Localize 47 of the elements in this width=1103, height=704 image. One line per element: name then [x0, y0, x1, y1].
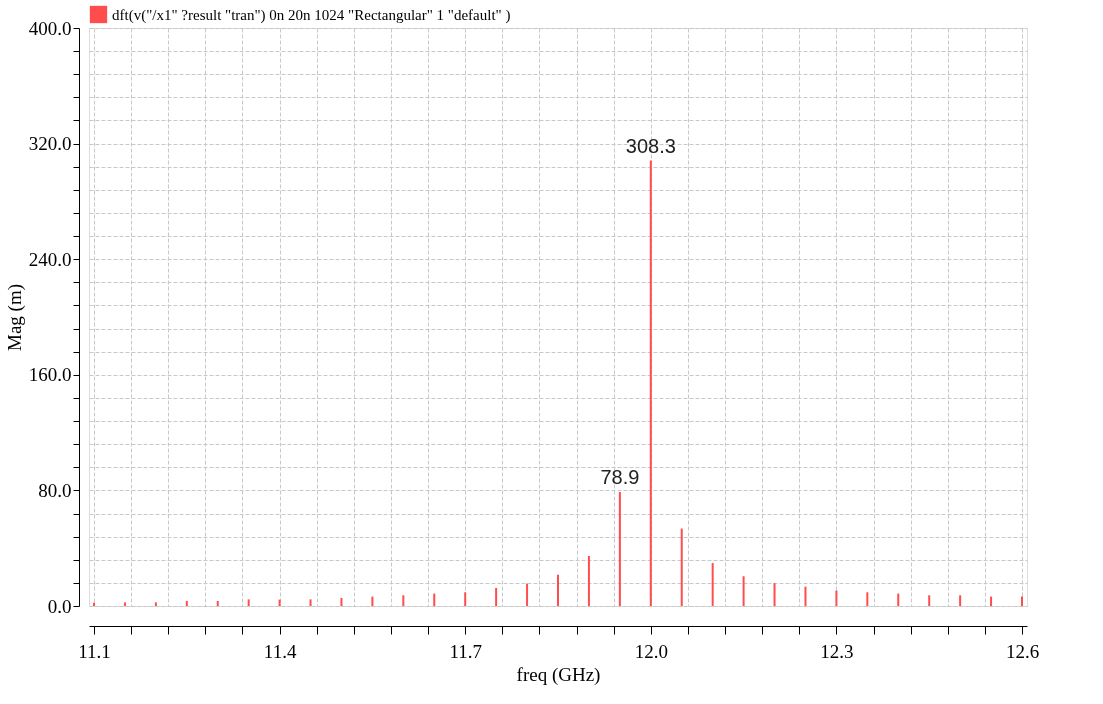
- bar: [866, 592, 869, 606]
- bar: [773, 583, 776, 606]
- bar: [247, 599, 250, 606]
- bar: [897, 593, 900, 606]
- bar: [526, 583, 529, 606]
- bar: [680, 528, 683, 606]
- x-axis-title: freq (GHz): [516, 663, 601, 686]
- bar: [216, 600, 219, 606]
- bar: [835, 590, 838, 606]
- data-label: 308.3: [625, 134, 676, 157]
- bar: [990, 596, 993, 606]
- bar: [618, 491, 621, 606]
- bar: [711, 563, 714, 606]
- bar: [309, 599, 312, 606]
- y-tick-label: 80.0: [38, 479, 72, 501]
- x-tick-label: 12.3: [820, 640, 854, 662]
- bar: [464, 592, 467, 606]
- data-label: 78.9: [600, 465, 640, 488]
- bar: [154, 602, 157, 606]
- bar: [371, 596, 374, 606]
- y-axis-title: Mag (m): [3, 283, 26, 352]
- x-tick-label: 11.4: [263, 640, 297, 662]
- x-tick-label: 12.0: [634, 640, 668, 662]
- y-tick-label: 0.0: [47, 595, 72, 617]
- y-tick-label: 400.0: [28, 17, 72, 39]
- bar: [557, 574, 559, 606]
- bar: [402, 595, 405, 606]
- bar: [804, 586, 807, 606]
- bar: [649, 160, 652, 606]
- y-tick-label: 240.0: [28, 248, 72, 270]
- x-tick-label: 11.7: [449, 640, 482, 662]
- y-tick-label: 320.0: [28, 133, 72, 155]
- bar: [278, 599, 281, 606]
- bar: [433, 593, 436, 606]
- bar: [123, 602, 126, 606]
- x-tick-label: 11.1: [78, 640, 111, 662]
- y-tick-label: 160.0: [28, 364, 72, 386]
- x-tick-label: 12.6: [1005, 640, 1040, 662]
- bar: [928, 595, 931, 606]
- bar: [959, 595, 962, 606]
- bar: [742, 576, 745, 606]
- bar: [495, 587, 498, 606]
- bar: [587, 556, 590, 606]
- bar: [340, 597, 343, 606]
- legend-label: dft(v("/x1" ?result "tran") 0n 20n 1024 "Rectangular" 1 "default" ): [112, 6, 511, 24]
- bar: [1021, 596, 1023, 606]
- bar: [185, 600, 188, 606]
